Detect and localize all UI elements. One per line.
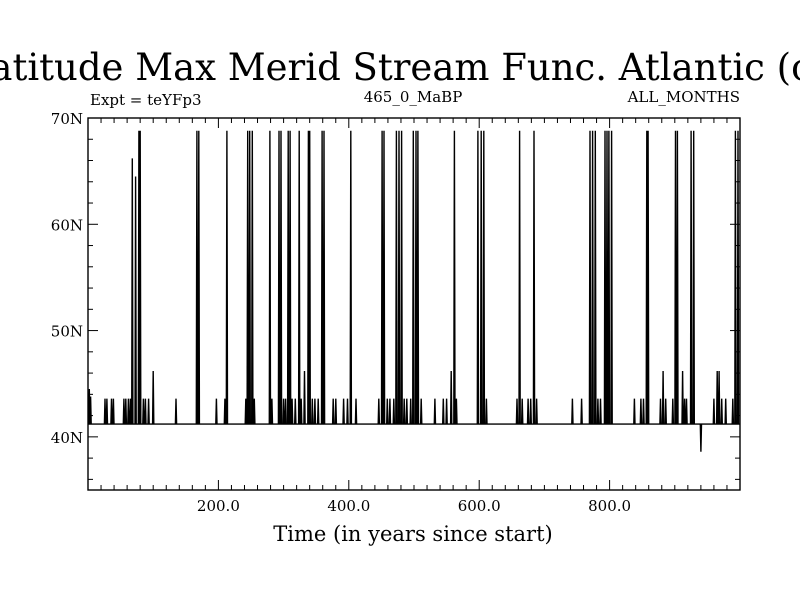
plot-area: 200.0 400.0 600.0 800.0 40N 50N 60N 70N: [51, 110, 741, 515]
x-axis-label: Time (in years since start): [273, 522, 552, 546]
subtitle-left: Expt = teYFp3: [90, 91, 202, 109]
y-tick-label: 40N: [51, 429, 83, 447]
x-tick-label: 200.0: [197, 497, 240, 515]
y-tick-label: 60N: [51, 216, 83, 234]
x-tick-label: 800.0: [588, 497, 631, 515]
y-tick-label: 50N: [51, 323, 83, 341]
x-tick-label: 600.0: [458, 497, 501, 515]
series-line: [88, 130, 740, 452]
subtitle-center: 465_0_MaBP: [364, 88, 463, 106]
axis-tick-labels: 200.0 400.0 600.0 800.0 40N 50N 60N 70N: [51, 110, 631, 515]
subtitle-right: ALL_MONTHS: [627, 88, 740, 106]
y-tick-label: 70N: [51, 110, 83, 128]
x-tick-label: 400.0: [327, 497, 370, 515]
chart-title: Latitude Max Merid Stream Func. Atlantic…: [0, 46, 800, 89]
